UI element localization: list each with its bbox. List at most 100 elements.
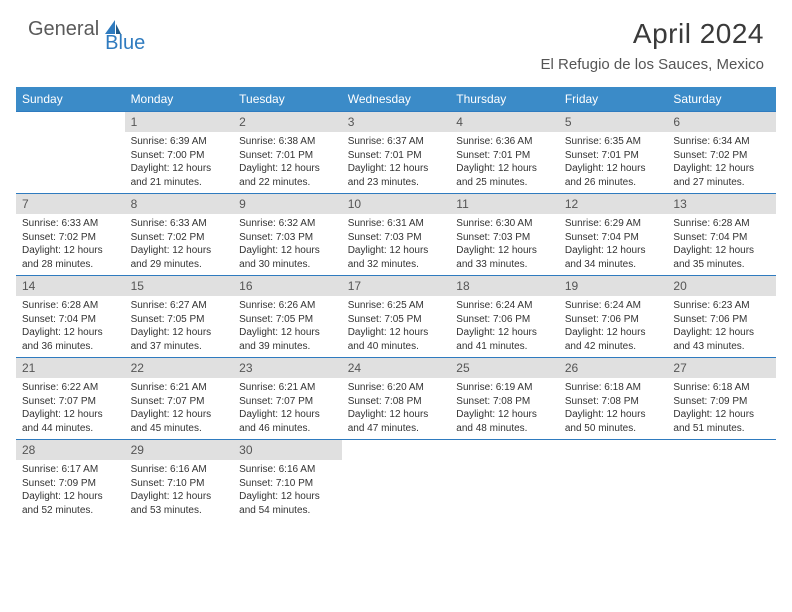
info-line: Daylight: 12 hours	[348, 162, 445, 176]
day-number: 25	[450, 358, 559, 378]
day-number: 9	[233, 194, 342, 214]
logo-text-general: General	[28, 18, 99, 41]
info-line: Daylight: 12 hours	[348, 408, 445, 422]
info-line: Sunrise: 6:18 AM	[673, 381, 770, 395]
info-line: Daylight: 12 hours	[565, 408, 662, 422]
info-line: Sunset: 7:01 PM	[239, 149, 336, 163]
info-line: Sunset: 7:08 PM	[348, 395, 445, 409]
weekday-header-row: SundayMondayTuesdayWednesdayThursdayFrid…	[16, 87, 776, 111]
day-number: 5	[559, 112, 668, 132]
day-cell: 2Sunrise: 6:38 AMSunset: 7:01 PMDaylight…	[233, 111, 342, 193]
day-number: 19	[559, 276, 668, 296]
info-line: Sunrise: 6:29 AM	[565, 217, 662, 231]
day-cell: 13Sunrise: 6:28 AMSunset: 7:04 PMDayligh…	[667, 193, 776, 275]
info-line: Sunset: 7:06 PM	[456, 313, 553, 327]
info-line: and 25 minutes.	[456, 176, 553, 190]
day-cell: 28Sunrise: 6:17 AMSunset: 7:09 PMDayligh…	[16, 439, 125, 521]
info-line: Daylight: 12 hours	[131, 162, 228, 176]
info-line: and 39 minutes.	[239, 340, 336, 354]
day-cell: 29Sunrise: 6:16 AMSunset: 7:10 PMDayligh…	[125, 439, 234, 521]
day-info: Sunrise: 6:18 AMSunset: 7:08 PMDaylight:…	[559, 378, 668, 439]
day-number: 27	[667, 358, 776, 378]
day-info: Sunrise: 6:30 AMSunset: 7:03 PMDaylight:…	[450, 214, 559, 275]
info-line: and 23 minutes.	[348, 176, 445, 190]
info-line: Sunrise: 6:33 AM	[131, 217, 228, 231]
info-line: Sunrise: 6:16 AM	[239, 463, 336, 477]
day-cell: 20Sunrise: 6:23 AMSunset: 7:06 PMDayligh…	[667, 275, 776, 357]
day-number: 23	[233, 358, 342, 378]
day-cell: 19Sunrise: 6:24 AMSunset: 7:06 PMDayligh…	[559, 275, 668, 357]
day-info: Sunrise: 6:33 AMSunset: 7:02 PMDaylight:…	[125, 214, 234, 275]
info-line: Sunrise: 6:28 AM	[673, 217, 770, 231]
info-line: and 34 minutes.	[565, 258, 662, 272]
location-label: El Refugio de los Sauces, Mexico	[541, 56, 764, 73]
info-line: Sunset: 7:07 PM	[239, 395, 336, 409]
info-line: Sunrise: 6:18 AM	[565, 381, 662, 395]
day-number: 12	[559, 194, 668, 214]
info-line: Daylight: 12 hours	[239, 326, 336, 340]
day-cell: 30Sunrise: 6:16 AMSunset: 7:10 PMDayligh…	[233, 439, 342, 521]
day-number: 3	[342, 112, 451, 132]
info-line: Daylight: 12 hours	[22, 490, 119, 504]
day-cell: 10Sunrise: 6:31 AMSunset: 7:03 PMDayligh…	[342, 193, 451, 275]
logo: General Blue	[28, 18, 165, 41]
info-line: and 36 minutes.	[22, 340, 119, 354]
info-line: Sunset: 7:04 PM	[673, 231, 770, 245]
info-line: and 46 minutes.	[239, 422, 336, 436]
week-row: 14Sunrise: 6:28 AMSunset: 7:04 PMDayligh…	[16, 275, 776, 357]
info-line: Sunset: 7:10 PM	[131, 477, 228, 491]
info-line: and 22 minutes.	[239, 176, 336, 190]
info-line: Sunset: 7:01 PM	[456, 149, 553, 163]
info-line: Sunrise: 6:22 AM	[22, 381, 119, 395]
info-line: Daylight: 12 hours	[673, 326, 770, 340]
info-line: Daylight: 12 hours	[565, 162, 662, 176]
day-info: Sunrise: 6:34 AMSunset: 7:02 PMDaylight:…	[667, 132, 776, 193]
day-info: Sunrise: 6:37 AMSunset: 7:01 PMDaylight:…	[342, 132, 451, 193]
info-line: and 32 minutes.	[348, 258, 445, 272]
info-line: and 41 minutes.	[456, 340, 553, 354]
week-row: 21Sunrise: 6:22 AMSunset: 7:07 PMDayligh…	[16, 357, 776, 439]
day-cell: 6Sunrise: 6:34 AMSunset: 7:02 PMDaylight…	[667, 111, 776, 193]
day-info: Sunrise: 6:38 AMSunset: 7:01 PMDaylight:…	[233, 132, 342, 193]
info-line: Sunset: 7:02 PM	[22, 231, 119, 245]
day-info: Sunrise: 6:16 AMSunset: 7:10 PMDaylight:…	[125, 460, 234, 521]
day-cell: 8Sunrise: 6:33 AMSunset: 7:02 PMDaylight…	[125, 193, 234, 275]
day-info: Sunrise: 6:32 AMSunset: 7:03 PMDaylight:…	[233, 214, 342, 275]
empty-cell	[667, 439, 776, 521]
day-info: Sunrise: 6:35 AMSunset: 7:01 PMDaylight:…	[559, 132, 668, 193]
info-line: Sunrise: 6:23 AM	[673, 299, 770, 313]
info-line: and 37 minutes.	[131, 340, 228, 354]
day-number: 29	[125, 440, 234, 460]
day-number: 17	[342, 276, 451, 296]
info-line: and 35 minutes.	[673, 258, 770, 272]
day-number: 22	[125, 358, 234, 378]
title-block: April 2024 El Refugio de los Sauces, Mex…	[541, 18, 764, 73]
day-info: Sunrise: 6:28 AMSunset: 7:04 PMDaylight:…	[667, 214, 776, 275]
info-line: Sunrise: 6:39 AM	[131, 135, 228, 149]
info-line: Daylight: 12 hours	[131, 244, 228, 258]
info-line: Sunrise: 6:24 AM	[565, 299, 662, 313]
info-line: Sunset: 7:05 PM	[239, 313, 336, 327]
day-cell: 25Sunrise: 6:19 AMSunset: 7:08 PMDayligh…	[450, 357, 559, 439]
empty-cell	[450, 439, 559, 521]
info-line: Daylight: 12 hours	[456, 244, 553, 258]
info-line: and 47 minutes.	[348, 422, 445, 436]
empty-cell	[342, 439, 451, 521]
day-cell: 15Sunrise: 6:27 AMSunset: 7:05 PMDayligh…	[125, 275, 234, 357]
day-number: 26	[559, 358, 668, 378]
weekday-header: Sunday	[16, 87, 125, 111]
info-line: and 44 minutes.	[22, 422, 119, 436]
week-row: 7Sunrise: 6:33 AMSunset: 7:02 PMDaylight…	[16, 193, 776, 275]
info-line: Sunrise: 6:21 AM	[239, 381, 336, 395]
day-info: Sunrise: 6:27 AMSunset: 7:05 PMDaylight:…	[125, 296, 234, 357]
info-line: Daylight: 12 hours	[239, 244, 336, 258]
day-number: 7	[16, 194, 125, 214]
info-line: Sunset: 7:06 PM	[565, 313, 662, 327]
header: General Blue April 2024 El Refugio de lo…	[0, 0, 792, 77]
info-line: Sunrise: 6:34 AM	[673, 135, 770, 149]
day-number: 11	[450, 194, 559, 214]
day-number: 18	[450, 276, 559, 296]
info-line: Daylight: 12 hours	[456, 408, 553, 422]
day-number: 13	[667, 194, 776, 214]
info-line: Daylight: 12 hours	[456, 326, 553, 340]
